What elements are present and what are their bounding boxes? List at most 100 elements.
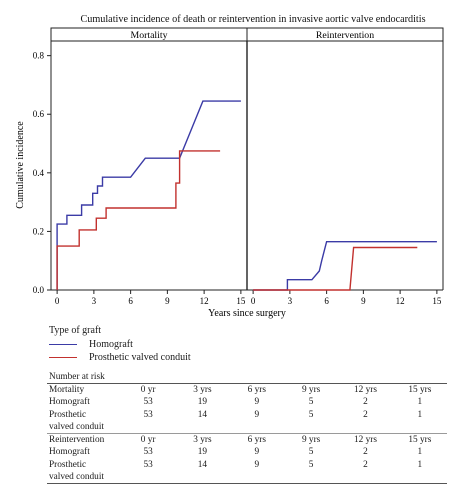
- y-tick-label: 0.8: [33, 51, 45, 61]
- risk-section-header: Reintervention 0 yr 3 yrs 6 yrs 9 yrs 12 yrs 1…: [47, 433, 447, 447]
- risk-time-label: 12 yrs: [353, 385, 377, 395]
- risk-row: Homograft 53 19 9 5 2 1: [47, 446, 447, 458]
- panel-label-mortality: Mortality: [130, 30, 167, 41]
- risk-time-label: 3 yrs: [175, 433, 230, 447]
- risk-time-label: 6 yrs: [229, 433, 284, 447]
- risk-section-label: Mortality: [49, 385, 85, 395]
- risk-count: 9: [254, 459, 260, 470]
- risk-empty: [338, 421, 392, 434]
- risk-count: 19: [197, 397, 208, 408]
- series-line-mortality-prosthetic: [56, 150, 221, 290]
- risk-count: 53: [143, 459, 153, 470]
- risk-empty: [283, 471, 339, 485]
- risk-time-label: 6 yrs: [247, 385, 266, 395]
- risk-count: 5: [308, 447, 314, 458]
- risk-time-label: 12 yrs: [338, 433, 393, 447]
- risk-empty: [120, 471, 176, 485]
- risk-count: 5: [308, 459, 314, 470]
- series-line-reintervention-homograft: [253, 240, 437, 291]
- risk-empty: [175, 471, 230, 485]
- risk-count: 9: [254, 447, 260, 458]
- risk-count: 1: [417, 409, 423, 420]
- cumulative-incidence-chart: Cumulative incidence of death or reinter…: [15, 14, 444, 319]
- risk-empty: [284, 421, 338, 434]
- x-tick-label: 9: [165, 296, 170, 306]
- risk-table-header: Number at risk: [47, 372, 447, 384]
- panel-frame-mortality: [50, 40, 247, 290]
- risk-count: 19: [197, 447, 208, 458]
- risk-time-label: 15 yrs: [392, 433, 447, 447]
- legend-title: Type of graft: [49, 325, 102, 336]
- risk-time-label: 15 yrs: [408, 385, 432, 395]
- risk-row: Prosthetic 53 14 9 5 2 1: [47, 459, 447, 471]
- x-tick-label: 15: [236, 296, 246, 306]
- series-line-reintervention-prosthetic: [253, 246, 418, 291]
- risk-count: 2: [363, 447, 368, 458]
- risk-row: Homograft 53 19 9 5 2 1: [47, 396, 447, 408]
- legend-swatch-homograft: [49, 344, 77, 345]
- risk-count: 53: [143, 447, 153, 458]
- legend-item-homograft: Homograft: [49, 338, 191, 351]
- y-tick-label: 0.6: [33, 109, 45, 119]
- risk-count: 5: [308, 397, 314, 408]
- x-tick-label: 9: [361, 296, 366, 306]
- x-tick-label: 12: [200, 296, 209, 306]
- y-tick-label: 0.4: [33, 168, 45, 178]
- risk-count: 9: [254, 397, 260, 408]
- number-at-risk-table: Number at risk Mortality 0 yr 3 yrs 6 yrs 9 …: [47, 372, 447, 485]
- risk-empty: [121, 421, 175, 434]
- legend-swatch-prosthetic: [49, 357, 77, 358]
- risk-count: 1: [417, 447, 423, 458]
- risk-empty: [392, 471, 447, 485]
- chart-title: Cumulative incidence of death or reinter…: [80, 14, 425, 25]
- risk-row-label-cont: valved conduit: [47, 471, 121, 485]
- risk-section-label: Reintervention: [47, 433, 121, 447]
- risk-count: 9: [254, 409, 260, 420]
- risk-row: Prosthetic 53 14 9 5 2 1: [47, 409, 447, 421]
- x-tick-label: 12: [396, 296, 405, 306]
- risk-row-label: Prosthetic: [49, 459, 87, 470]
- x-tick-label: 3: [92, 296, 97, 306]
- risk-count: 53: [143, 409, 153, 420]
- risk-section-header: Mortality 0 yr 3 yrs 6 yrs 9 yrs 12 yrs 15 yrs: [47, 384, 447, 396]
- risk-count: 53: [143, 397, 153, 408]
- risk-empty: [175, 421, 229, 434]
- x-tick-label: 0: [55, 296, 60, 306]
- risk-time-label: 9 yrs: [283, 433, 339, 447]
- risk-row-label: Homograft: [49, 447, 90, 458]
- risk-time-label: 9 yrs: [301, 385, 321, 395]
- risk-count: 14: [197, 459, 208, 470]
- risk-row-label-cont: valved conduit: [49, 421, 104, 432]
- risk-count: 14: [197, 409, 208, 420]
- y-tick-label: 0.0: [33, 285, 45, 295]
- panel-label-reintervention: Reintervention: [316, 30, 374, 41]
- risk-count: 1: [417, 459, 423, 470]
- risk-count: 2: [363, 459, 368, 470]
- panel-frame-reintervention: [247, 40, 444, 290]
- risk-count: 2: [363, 397, 368, 408]
- x-axis-label: Years since surgery: [208, 308, 286, 319]
- risk-empty: [338, 471, 393, 485]
- risk-count: 2: [363, 409, 368, 420]
- x-tick-label: 3: [288, 296, 293, 306]
- risk-count: 1: [417, 397, 423, 408]
- y-tick-label: 0.2: [33, 226, 44, 236]
- risk-empty: [393, 421, 447, 434]
- x-tick-label: 6: [324, 296, 329, 306]
- y-axis-label: Cumulative incidence: [15, 121, 26, 209]
- legend-item-prosthetic: Prosthetic valved conduit: [49, 351, 191, 364]
- risk-row-label: Homograft: [49, 397, 90, 408]
- risk-row-continuation: valved conduit: [47, 421, 447, 434]
- x-tick-label: 6: [128, 296, 133, 306]
- legend-label-prosthetic: Prosthetic valved conduit: [89, 352, 191, 363]
- legend: Type of graft Homograft Prosthetic valve…: [49, 325, 191, 364]
- series-line-mortality-homograft: [56, 100, 241, 290]
- risk-empty: [229, 471, 284, 485]
- risk-row-label: Prosthetic: [49, 409, 87, 420]
- x-tick-label: 15: [432, 296, 442, 306]
- x-tick-label: 0: [251, 296, 256, 306]
- risk-count: 5: [308, 409, 314, 420]
- risk-time-label: 0 yr: [140, 385, 156, 395]
- risk-empty: [230, 421, 284, 434]
- legend-label-homograft: Homograft: [89, 339, 133, 350]
